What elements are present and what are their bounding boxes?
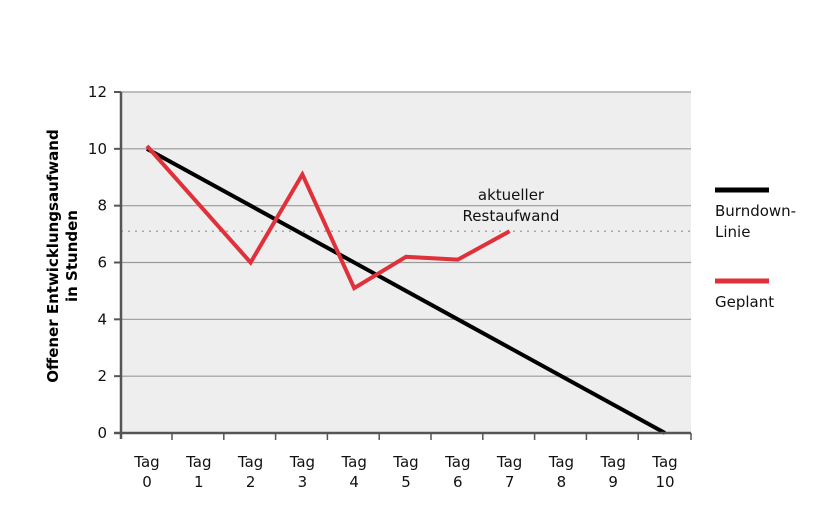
x-category-label-3: Tag 3 <box>289 453 315 491</box>
y-tick-label-8: 8 <box>97 197 107 215</box>
x-category-label-9: Tag 9 <box>599 453 625 491</box>
x-category-label-7: Tag 7 <box>496 453 522 491</box>
x-category-label-10: Tag 10 <box>651 453 677 491</box>
y-axis-label: Offener Entwicklungsaufwandin Stunden <box>44 129 81 382</box>
reference-line-annotation: aktueller Restaufwand <box>463 186 560 225</box>
axes <box>114 91 692 440</box>
legend-label-0: Burndown-Linie <box>715 202 796 241</box>
grid-lines <box>121 91 691 377</box>
x-category-label-4: Tag 4 <box>340 453 366 491</box>
x-tick-labels: Tag 0 Tag 1 Tag 2 Tag 3 Tag 4 Tag 5 Tag 6 Tag 7 Tag 8 Tag 9… <box>133 453 677 491</box>
y-tick-label-4: 4 <box>97 310 107 328</box>
series-line-0 <box>146 147 666 435</box>
legend: Burndown-Linie Geplant <box>715 187 796 311</box>
y-tick-label-6: 6 <box>97 254 107 272</box>
legend-label-1: Geplant <box>715 293 774 311</box>
y-tick-label-0: 0 <box>97 424 107 442</box>
y-tick-label-2: 2 <box>97 367 107 385</box>
x-category-label-0: Tag 0 <box>133 453 159 491</box>
x-category-label-6: Tag 6 <box>444 453 470 491</box>
y-tick-labels: 0 2 4 6 8 10 12 <box>88 83 107 442</box>
y-tick-label-12: 12 <box>88 83 107 101</box>
y-tick-label-10: 10 <box>88 140 107 158</box>
x-category-label-2: Tag 2 <box>237 453 263 491</box>
x-category-label-5: Tag 5 <box>392 453 418 491</box>
x-category-label-8: Tag 8 <box>548 453 574 491</box>
x-category-label-1: Tag 1 <box>185 453 211 491</box>
